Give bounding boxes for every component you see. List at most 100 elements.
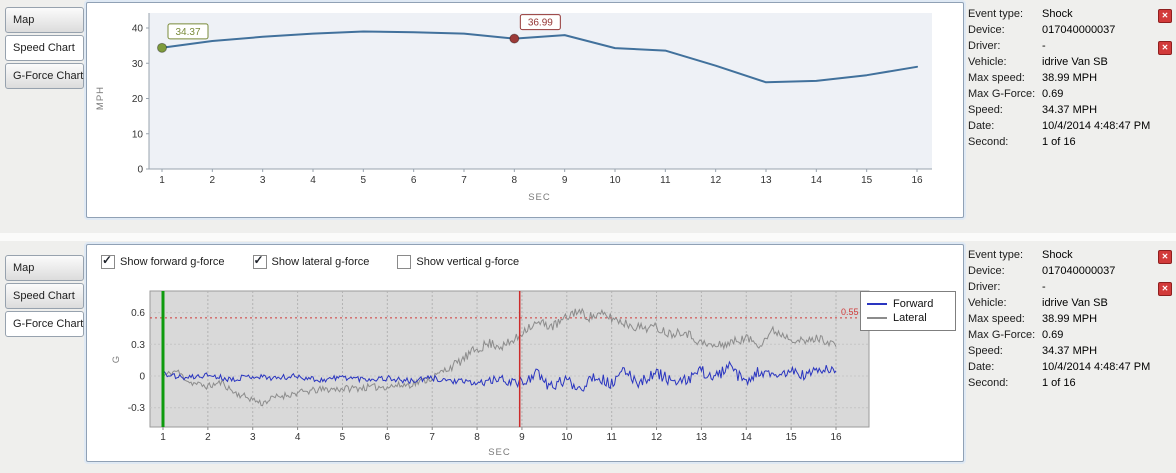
info-value: 10/4/2014 4:48:47 PM <box>1042 120 1151 132</box>
svg-text:16: 16 <box>911 175 923 186</box>
svg-text:9: 9 <box>519 432 525 443</box>
info-value: - <box>1042 281 1046 293</box>
info-row: Date: 10/4/2014 4:48:47 PM <box>968 120 1174 133</box>
svg-text:2: 2 <box>205 432 211 443</box>
svg-text:34.37: 34.37 <box>175 27 200 38</box>
checkbox-box[interactable] <box>397 254 412 269</box>
svg-text:8: 8 <box>474 432 480 443</box>
legend-forward-line-icon <box>867 303 887 305</box>
info-value: 1 of 16 <box>1042 136 1076 148</box>
svg-text:15: 15 <box>861 175 873 186</box>
svg-text:5: 5 <box>361 175 367 186</box>
info-value: 10/4/2014 4:48:47 PM <box>1042 361 1151 373</box>
svg-text:1: 1 <box>159 175 165 186</box>
checkbox-label: Show lateral g-force <box>271 255 370 268</box>
speed-chart-box: 0 10 20 30 40 1 2 3 4 5 6 7 8 9 10 11 12 13 14 15 16 MPH SEC 34… <box>86 2 964 218</box>
svg-text:6: 6 <box>385 432 391 443</box>
svg-text:10: 10 <box>609 175 621 186</box>
info-value: 38.99 MPH <box>1042 313 1098 325</box>
info-row: Vehicle: idrive Van SB <box>968 297 1174 310</box>
svg-text:16: 16 <box>830 432 842 443</box>
tab-label: G-Force Chart <box>13 70 84 82</box>
tab-map[interactable]: Map <box>5 255 84 281</box>
svg-text:MPH: MPH <box>95 86 106 110</box>
info-label: Speed: <box>968 345 1003 357</box>
info-value: - <box>1042 40 1046 52</box>
info-row: Date: 10/4/2014 4:48:47 PM <box>968 361 1174 374</box>
info-row: Second: 1 of 16 <box>968 377 1174 390</box>
checkbox-show-vertical-g-force[interactable]: Show vertical g-force <box>397 250 519 273</box>
svg-text:13: 13 <box>696 432 708 443</box>
info-label: Device: <box>968 265 1005 277</box>
info-value: idrive Van SB <box>1042 297 1108 309</box>
info-row: Max speed: 38.99 MPH <box>968 313 1174 326</box>
svg-text:7: 7 <box>461 175 467 186</box>
info-label: Max speed: <box>968 313 1025 325</box>
info-value: idrive Van SB <box>1042 56 1108 68</box>
red-x-icon[interactable]: ✕ <box>1158 282 1172 296</box>
svg-text:-0.3: -0.3 <box>128 403 146 414</box>
info-row: Device: 017040000037 <box>968 265 1174 278</box>
legend-entry-forward: Forward <box>867 298 949 310</box>
svg-text:10: 10 <box>561 432 573 443</box>
tab-g-force-chart[interactable]: G-Force Chart <box>5 311 84 337</box>
svg-text:36.99: 36.99 <box>528 18 553 29</box>
tab-label: Speed Chart <box>13 290 75 302</box>
info-label: Second: <box>968 136 1009 148</box>
info-label: Event type: <box>968 8 1024 20</box>
info-row: Driver: - <box>968 281 1174 294</box>
info-label: Date: <box>968 361 995 373</box>
svg-text:SEC: SEC <box>488 447 511 458</box>
info-row: Max G-Force: 0.69 <box>968 88 1174 101</box>
svg-text:40: 40 <box>132 24 144 35</box>
svg-text:15: 15 <box>786 432 798 443</box>
tab-map[interactable]: Map <box>5 7 84 33</box>
svg-text:14: 14 <box>811 175 823 186</box>
red-x-icon[interactable]: ✕ <box>1158 250 1172 264</box>
checkbox-show-forward-g-force[interactable]: Show forward g-force <box>101 250 225 273</box>
red-x-icon[interactable]: ✕ <box>1158 9 1172 23</box>
speed-panel: Map Speed Chart G-Force Chart 0 10 20 30 40 1 2 3… <box>0 0 1176 233</box>
svg-text:4: 4 <box>310 175 316 186</box>
svg-text:1: 1 <box>160 432 166 443</box>
checkbox-box[interactable] <box>101 253 115 269</box>
tab-strip-top: Map Speed Chart G-Force Chart <box>5 7 84 91</box>
red-x-icon[interactable]: ✕ <box>1158 41 1172 55</box>
legend-entry-lateral: Lateral <box>867 312 949 324</box>
svg-text:0.6: 0.6 <box>131 308 145 319</box>
info-value: 0.69 <box>1042 88 1064 100</box>
checkbox-box[interactable] <box>252 253 267 269</box>
info-row: Max speed: 38.99 MPH <box>968 72 1174 85</box>
legend-label: Lateral <box>893 312 927 324</box>
gforce-chart-box: Show forward g-force Show lateral g-force… <box>86 244 964 462</box>
info-label: Second: <box>968 377 1009 389</box>
tab-speed-chart[interactable]: Speed Chart <box>5 283 84 309</box>
info-row: Speed: 34.37 MPH <box>968 345 1174 358</box>
info-value: 38.99 MPH <box>1042 72 1098 84</box>
svg-text:0: 0 <box>137 165 143 176</box>
tab-g-force-chart[interactable]: G-Force Chart <box>5 63 84 89</box>
gforce-chart[interactable]: 0.55-0.300.30.61 2 3 4 5 6 7 8 9 10 11 12 13 14 15 16GS… <box>87 273 961 461</box>
info-label: Vehicle: <box>968 56 1007 68</box>
tab-strip-bottom: Map Speed Chart G-Force Chart <box>5 255 84 339</box>
info-label: Driver: <box>968 40 1001 52</box>
svg-text:11: 11 <box>606 432 617 443</box>
svg-text:30: 30 <box>132 59 144 70</box>
legend-lateral-line-icon <box>867 317 887 319</box>
tab-speed-chart[interactable]: Speed Chart <box>5 35 84 61</box>
svg-text:10: 10 <box>132 129 144 140</box>
svg-text:4: 4 <box>295 432 301 443</box>
info-row: Second: 1 of 16 <box>968 136 1174 149</box>
info-label: Date: <box>968 120 995 132</box>
info-label: Max G-Force: <box>968 88 1036 100</box>
svg-text:13: 13 <box>760 175 772 186</box>
info-panel-bottom: ✕ ✕ Event type: Shock Device: 017040000037 D… <box>968 249 1174 393</box>
info-row: Vehicle: idrive Van SB <box>968 56 1174 69</box>
svg-text:6: 6 <box>411 175 417 186</box>
checkbox-show-lateral-g-force[interactable]: Show lateral g-force <box>252 250 370 273</box>
svg-text:20: 20 <box>132 94 144 105</box>
svg-text:9: 9 <box>562 175 568 186</box>
info-label: Speed: <box>968 104 1003 116</box>
